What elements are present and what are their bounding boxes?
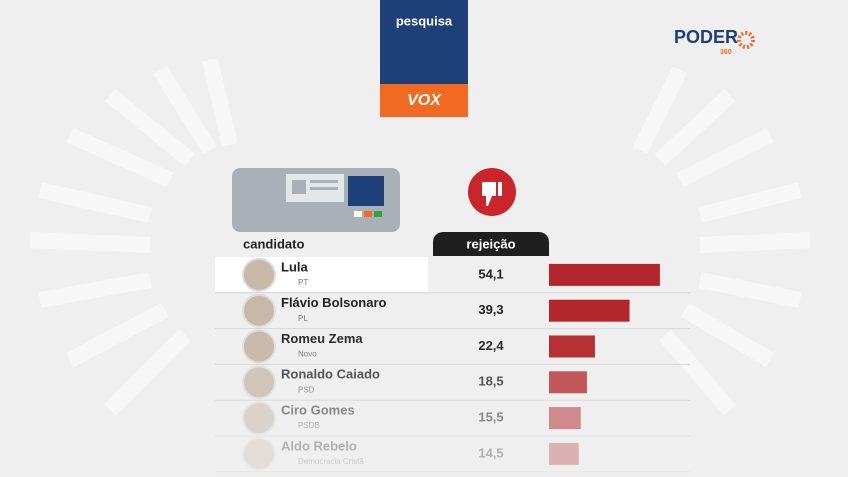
avatar (242, 293, 276, 328)
row: Lula PT 54,1 (215, 257, 690, 294)
column-value-box (433, 232, 549, 256)
ballot-machine (232, 168, 400, 232)
candidate-name: Ciro Gomes (281, 403, 355, 418)
pollster: VOX (407, 92, 442, 109)
avatar (242, 329, 276, 364)
value-label: 14,5 (478, 445, 503, 460)
background-rays (29, 58, 811, 416)
value-label: 54,1 (478, 266, 503, 281)
row: Romeu Zema Novo 22,4 (215, 329, 690, 365)
candidate-name: Lula (281, 259, 308, 274)
value-label: 39,3 (478, 302, 503, 317)
avatar (242, 257, 276, 292)
candidate-name: Romeu Zema (281, 331, 363, 346)
row: Flávio Bolsonaro PL 39,3 (215, 293, 690, 330)
party: PSDB (298, 421, 320, 430)
party: PL (298, 314, 308, 323)
header-box (380, 0, 468, 84)
value-label: 22,4 (478, 338, 504, 353)
candidate-name: Ronaldo Caiado (281, 367, 380, 382)
column-candidate: candidato (243, 236, 304, 251)
value-label: 15,5 (478, 410, 503, 425)
avatar (242, 365, 276, 400)
party: Democracia Cristã (298, 457, 364, 466)
row: Aldo Rebelo Democracia Cristã 14,5 (215, 436, 690, 473)
party: PSD (298, 385, 315, 394)
candidate-name: Aldo Rebelo (281, 438, 357, 453)
column-value: rejeição (466, 236, 515, 251)
row: Ronaldo Caiado PSD 18,5 (215, 365, 690, 401)
candidate-name: Flávio Bolsonaro (281, 295, 387, 310)
brand-sun (737, 31, 755, 49)
header: pesquisa (396, 13, 453, 28)
pollster-box (380, 84, 468, 117)
party: PT (298, 278, 308, 287)
row: Ciro Gomes PSDB 15,5 (215, 401, 690, 437)
bar (549, 371, 587, 394)
bar (549, 407, 581, 430)
brand: PODER (674, 27, 738, 47)
bar (549, 335, 595, 358)
thumbs-down-glyph (482, 182, 502, 206)
avatar (242, 401, 276, 436)
bar (549, 442, 579, 465)
bar (549, 263, 660, 286)
brand-sub: 360 (720, 49, 732, 56)
value-label: 18,5 (478, 374, 503, 389)
bar (549, 299, 630, 322)
avatar (242, 436, 276, 471)
party: Novo (298, 350, 317, 359)
